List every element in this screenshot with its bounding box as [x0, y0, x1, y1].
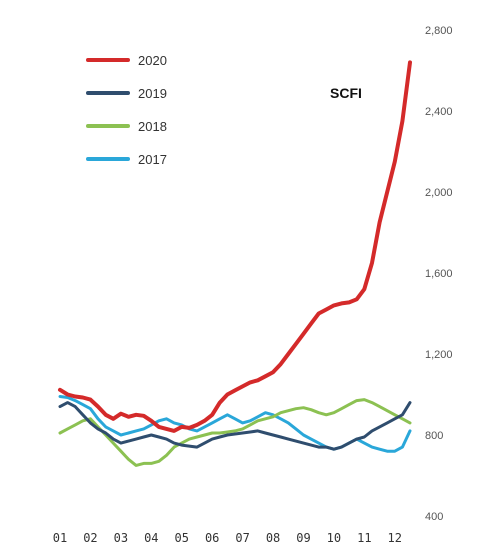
legend-label-2017: 2017: [138, 152, 167, 167]
chart-title: SCFI: [330, 85, 362, 101]
x-tick-label: 01: [53, 531, 67, 545]
y-tick-label: 2,000: [425, 187, 453, 199]
x-tick-label: 03: [114, 531, 128, 545]
series-line-2018: [58, 398, 412, 467]
x-tick-label: 11: [357, 531, 371, 545]
y-tick-label: 1,200: [425, 349, 453, 361]
y-tick-label: 2,800: [425, 25, 453, 37]
x-tick-label: 09: [296, 531, 310, 545]
x-tick-label: 02: [83, 531, 97, 545]
y-tick-label: 800: [425, 430, 443, 442]
x-tick-label: 04: [144, 531, 158, 545]
y-tick-label: 400: [425, 511, 443, 523]
legend-label-2019: 2019: [138, 86, 167, 101]
x-tick-label: 05: [175, 531, 189, 545]
x-tick-label: 10: [327, 531, 341, 545]
legend-label-2018: 2018: [138, 119, 167, 134]
x-tick-label: 08: [266, 531, 280, 545]
x-axis: 01 02 03 04 05 06 07 08 09 10 11 12: [53, 531, 402, 545]
series-line-2019: [58, 401, 412, 451]
x-tick-label: 06: [205, 531, 219, 545]
x-tick-label: 12: [388, 531, 402, 545]
legend: 2020 2019 2018 2017: [86, 53, 167, 167]
y-axis: 400 800 1,200 1,600 2,000 2,400 2,800: [425, 25, 453, 523]
x-tick-label: 07: [235, 531, 249, 545]
legend-label-2020: 2020: [138, 53, 167, 68]
series-line-2020: [58, 60, 412, 433]
y-tick-label: 2,400: [425, 106, 453, 118]
y-tick-label: 1,600: [425, 268, 453, 280]
series-layer: [58, 60, 412, 467]
